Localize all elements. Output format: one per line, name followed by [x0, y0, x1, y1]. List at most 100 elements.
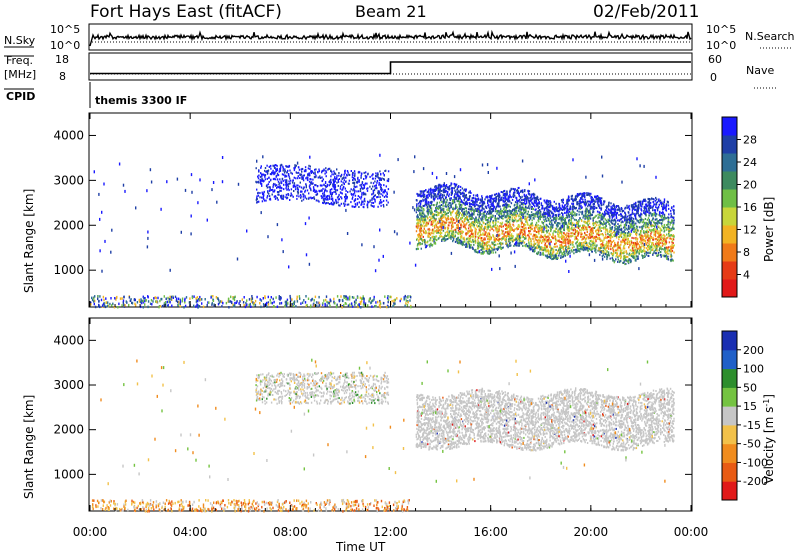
beam-title: Beam 21	[355, 2, 427, 21]
data-cell	[569, 227, 571, 230]
data-cell	[262, 180, 265, 183]
data-cell	[521, 229, 523, 231]
data-cell	[560, 227, 563, 230]
data-cell	[339, 187, 342, 190]
data-cell	[316, 193, 318, 196]
data-cell	[647, 252, 649, 254]
data-cell	[630, 242, 633, 245]
data-cell	[585, 215, 587, 217]
data-cell	[298, 195, 300, 198]
data-cell	[298, 166, 300, 169]
data-cell	[640, 236, 643, 239]
data-cell	[617, 223, 619, 226]
data-cell	[325, 171, 328, 174]
data-cell	[545, 218, 547, 221]
data-cell	[557, 213, 560, 216]
data-cell	[491, 243, 493, 246]
data-cell	[483, 250, 486, 253]
data-cell	[601, 243, 603, 245]
data-cell	[425, 201, 428, 204]
data-cell	[420, 233, 423, 236]
data-cell	[624, 212, 626, 215]
data-cell	[502, 199, 504, 202]
data-cell	[597, 203, 599, 206]
data-cell	[304, 196, 306, 199]
data-cell	[416, 227, 418, 230]
data-cell	[623, 245, 625, 248]
data-cell	[626, 238, 628, 241]
data-cell	[546, 244, 548, 247]
data-cell	[431, 194, 433, 197]
data-cell	[291, 172, 293, 175]
data-cell	[665, 204, 668, 207]
data-cell	[500, 229, 503, 232]
data-cell	[604, 231, 607, 234]
data-cell	[461, 224, 463, 227]
data-cell	[534, 213, 536, 216]
data-cell	[554, 221, 556, 224]
data-cell	[550, 246, 552, 249]
data-cell	[643, 200, 645, 202]
data-cell	[478, 237, 480, 240]
data-cell	[459, 239, 462, 242]
data-cell	[436, 222, 438, 225]
data-cell	[448, 221, 450, 224]
data-cell	[334, 191, 337, 193]
data-cell	[494, 225, 496, 228]
data-cell	[652, 209, 654, 212]
data-cell	[312, 172, 315, 175]
data-cell	[602, 244, 604, 247]
data-cell	[276, 178, 279, 181]
data-cell	[582, 237, 584, 240]
data-cell	[348, 174, 351, 176]
data-cell	[429, 188, 432, 191]
data-cell	[429, 239, 431, 242]
data-cell	[378, 183, 380, 186]
data-cell	[285, 181, 287, 184]
data-cell	[334, 176, 336, 179]
data-cell	[366, 204, 368, 207]
data-cell	[297, 191, 300, 194]
data-cell	[487, 248, 489, 251]
data-cell	[475, 194, 477, 197]
power-panel	[88, 112, 693, 308]
data-cell	[591, 247, 593, 250]
data-cell	[561, 208, 563, 211]
data-cell	[617, 249, 619, 252]
data-cell	[359, 190, 362, 193]
data-cell	[354, 194, 357, 197]
data-cell	[299, 193, 302, 196]
data-cell	[489, 221, 491, 224]
data-cell	[588, 247, 591, 250]
data-cell	[544, 242, 547, 245]
data-cell	[617, 205, 619, 207]
data-cell	[427, 228, 429, 231]
data-cell	[446, 217, 449, 220]
data-cell	[495, 227, 497, 230]
data-cell	[539, 251, 542, 254]
data-cell	[440, 211, 442, 214]
data-cell	[662, 226, 665, 229]
data-cell	[443, 183, 445, 186]
data-cell	[581, 206, 583, 209]
data-cell	[532, 235, 534, 238]
data-cell	[295, 185, 297, 188]
data-cell	[429, 201, 431, 204]
data-cell	[451, 222, 454, 225]
data-cell	[673, 219, 675, 222]
data-cell	[515, 218, 517, 221]
data-cell	[367, 172, 369, 175]
data-cell	[620, 234, 622, 236]
data-cell	[616, 230, 618, 233]
data-cell	[274, 189, 276, 192]
data-cell	[440, 224, 442, 227]
data-cell	[544, 248, 546, 251]
data-cell	[578, 210, 580, 213]
data-cell	[547, 240, 549, 243]
data-cell	[434, 210, 436, 213]
data-cell	[282, 194, 285, 197]
data-cell	[296, 190, 299, 193]
data-cell	[550, 220, 552, 223]
data-cell	[363, 187, 365, 190]
data-cell	[338, 204, 340, 207]
